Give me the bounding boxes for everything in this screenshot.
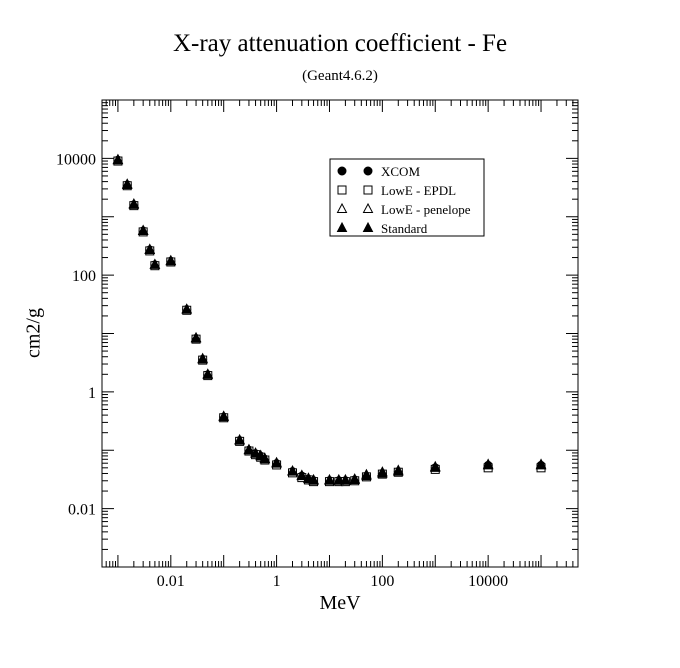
plot-frame (101, 99, 579, 568)
data-point-standard (234, 434, 245, 445)
legend: XCOM LowE - EPDL LowE - penelope Standard (329, 158, 485, 237)
y-tick-label: 1 (88, 385, 96, 402)
data-point-standard (296, 470, 308, 481)
data-point-standard (324, 474, 335, 485)
chart-title: X-ray attenuation coefficient - Fe (172, 30, 508, 57)
x-tick-label: 0.01 (157, 573, 185, 590)
data-points (112, 153, 547, 487)
data-point-standard (137, 224, 149, 236)
data-point-standard (377, 467, 388, 478)
legend-marker-lowe-penelope (362, 202, 374, 213)
data-point-standard (128, 198, 140, 209)
legend-label: LowE - penelope (381, 202, 471, 217)
x-tick-label: 1 (273, 573, 281, 590)
legend-marker-xcom (337, 166, 347, 176)
data-point-standard (340, 474, 351, 485)
data-point-standard (197, 353, 208, 364)
data-point-standard (190, 332, 202, 343)
data-point-standard (165, 255, 177, 266)
data-point-standard (482, 459, 494, 470)
legend-marker-lowe-epdl (337, 185, 347, 195)
legend-marker-standard (336, 221, 348, 232)
x-tick-label: 10000 (468, 573, 508, 590)
data-point-standard (429, 461, 441, 472)
data-point-standard (144, 243, 156, 254)
y-tick-label: 10000 (56, 151, 96, 168)
data-point-standard (202, 368, 214, 379)
data-point-standard (121, 178, 133, 189)
data-point-standard (349, 473, 361, 484)
axis-ticks: 0.01 1 100 10000 0.01 1 100 10000 (56, 100, 579, 590)
data-point-standard (361, 470, 372, 481)
x-tick-label: 100 (370, 573, 394, 590)
data-point-standard (149, 258, 161, 269)
legend-label: Standard (381, 221, 428, 236)
data-point-standard (271, 457, 282, 468)
data-point-standard (181, 303, 193, 314)
data-point-standard (218, 411, 230, 422)
data-point-standard (535, 459, 547, 470)
x-axis-label: MeV (319, 592, 361, 614)
chart-subtitle: (Geant4.6.2) (302, 68, 378, 84)
data-point-standard (287, 465, 298, 476)
data-point-standard (112, 154, 124, 165)
data-point-standard (392, 465, 404, 476)
legend-marker-xcom (363, 166, 373, 176)
legend-box (329, 158, 485, 237)
data-point-standard (250, 447, 261, 458)
legend-marker-lowe-penelope (336, 202, 348, 213)
data-point-standard (259, 453, 271, 464)
legend-marker-lowe-epdl (363, 185, 373, 195)
legend-label: XCOM (381, 164, 420, 179)
data-point-standard (243, 444, 255, 455)
y-tick-label: 0.01 (68, 502, 96, 519)
y-tick-label: 100 (72, 268, 96, 285)
legend-label: LowE - EPDL (381, 183, 456, 198)
data-point-standard (308, 474, 319, 485)
data-point-standard (333, 474, 345, 485)
legend-marker-standard (362, 221, 374, 232)
